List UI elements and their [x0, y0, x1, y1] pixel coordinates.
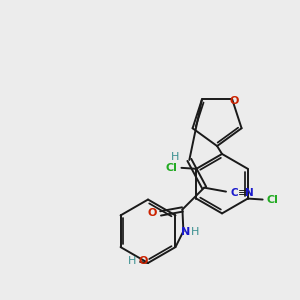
Text: O: O: [138, 256, 148, 266]
Text: H: H: [128, 256, 136, 266]
Text: H: H: [191, 227, 200, 237]
Text: Cl: Cl: [267, 194, 278, 205]
Text: H: H: [171, 152, 180, 162]
Text: O: O: [147, 208, 156, 218]
Text: O: O: [230, 96, 239, 106]
Text: Cl: Cl: [166, 163, 178, 173]
Text: ≡: ≡: [238, 188, 248, 198]
Text: C: C: [230, 188, 238, 198]
Text: N: N: [245, 188, 254, 198]
Text: N: N: [181, 227, 190, 237]
